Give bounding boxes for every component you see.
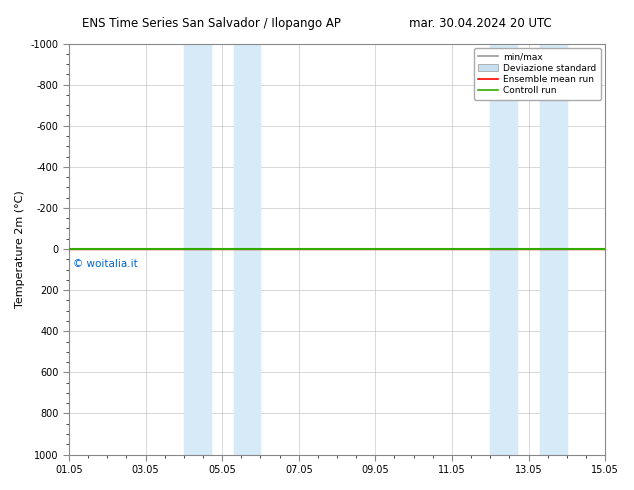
Text: © woitalia.it: © woitalia.it <box>73 259 138 270</box>
Y-axis label: Temperature 2m (°C): Temperature 2m (°C) <box>15 190 25 308</box>
Text: ENS Time Series San Salvador / Ilopango AP: ENS Time Series San Salvador / Ilopango … <box>82 17 341 30</box>
Bar <box>234 44 261 455</box>
Bar <box>184 44 210 455</box>
Bar <box>540 44 567 455</box>
Bar <box>490 44 517 455</box>
Legend: min/max, Deviazione standard, Ensemble mean run, Controll run: min/max, Deviazione standard, Ensemble m… <box>474 48 600 100</box>
Text: mar. 30.04.2024 20 UTC: mar. 30.04.2024 20 UTC <box>409 17 552 30</box>
